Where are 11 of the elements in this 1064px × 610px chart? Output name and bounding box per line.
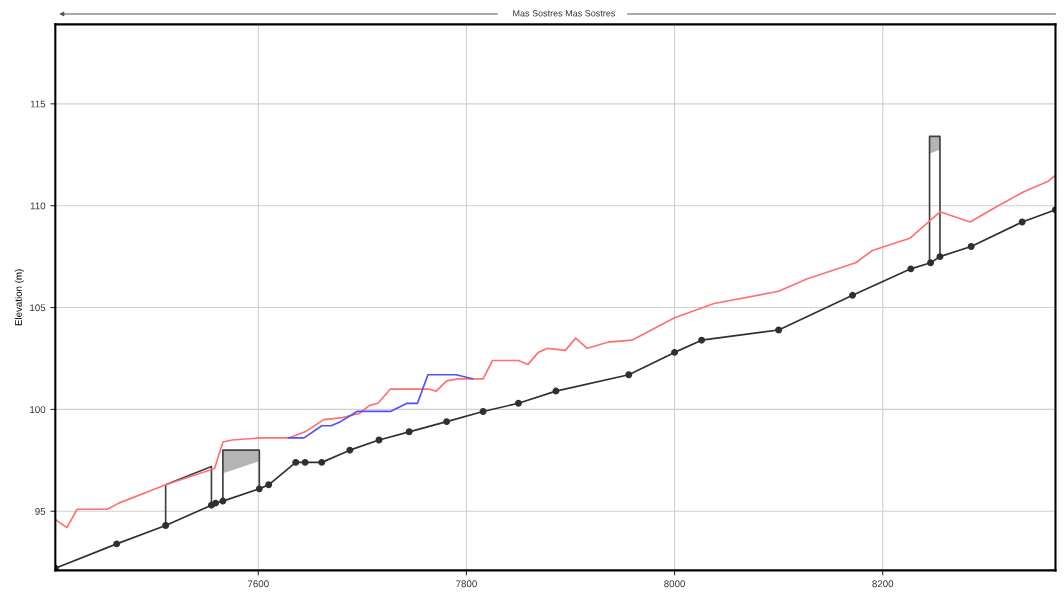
y-tick-label: 110	[30, 202, 46, 210]
y-tick-label: 105	[30, 304, 46, 312]
y-tick-label: 115	[30, 100, 46, 108]
x-tick-label: 7600	[247, 580, 269, 588]
x-tick-label: 7800	[456, 580, 477, 588]
text: Mas Sostres Mas Sostres	[513, 10, 616, 17]
x-tick-label: 8200	[872, 580, 894, 588]
y-axis-title: Elevation (m)	[14, 269, 24, 326]
y-tick-label: 100	[30, 406, 46, 414]
y-tick-label: 95	[35, 508, 46, 515]
x-tick-label: 8000	[664, 580, 686, 588]
